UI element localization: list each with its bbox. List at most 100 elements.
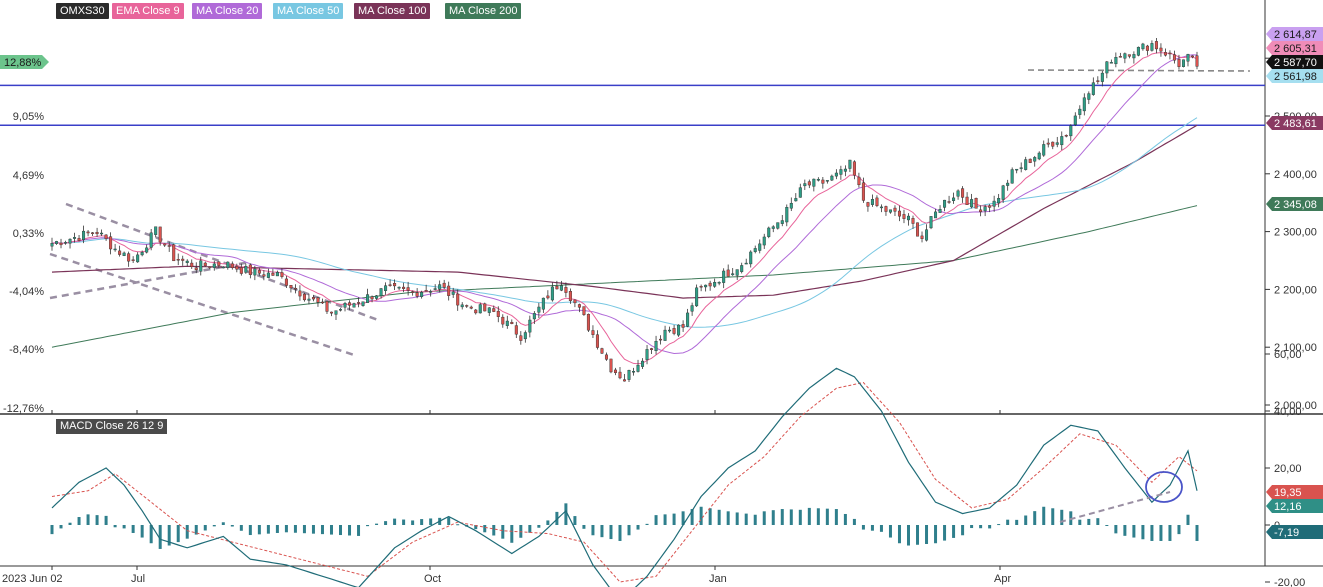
candle [1163, 48, 1167, 57]
macd-histogram-bar [1132, 525, 1136, 538]
candle [68, 238, 72, 249]
candle-body [1082, 97, 1086, 112]
candle-body [424, 290, 428, 292]
macd-histogram-bar [248, 525, 252, 536]
candle-body [686, 312, 690, 327]
candle [1118, 52, 1122, 58]
candle [447, 281, 451, 301]
candle [244, 263, 248, 274]
macd-histogram-bar [59, 525, 63, 529]
candle [176, 253, 180, 266]
candle-body [357, 302, 361, 304]
candle-body [677, 324, 681, 336]
candle [1006, 179, 1010, 191]
candle [934, 208, 938, 219]
macd-value-tag-shape [1266, 499, 1323, 513]
candle [911, 215, 915, 229]
macd-histogram-bar [284, 525, 288, 533]
candle-body [632, 371, 636, 373]
candle-body [749, 251, 753, 265]
candle [181, 255, 185, 266]
candle-body [136, 254, 140, 263]
y-tick-label: 2 200,00 [1274, 284, 1317, 296]
macd-histogram-bar [329, 525, 333, 535]
legend-item[interactable]: OMXS30 [56, 3, 109, 19]
candle [460, 302, 464, 310]
candle-body [812, 178, 816, 187]
candle [821, 176, 825, 189]
candle [659, 335, 663, 345]
candle-body [573, 299, 577, 304]
candle-body [1159, 47, 1163, 52]
legend-item[interactable]: EMA Close 9 [112, 3, 184, 19]
y-tick-label: 2 300,00 [1274, 227, 1317, 239]
candle [109, 232, 113, 255]
candle-body [911, 218, 915, 224]
candle [1127, 54, 1131, 59]
candle-body [1195, 55, 1199, 67]
macd-histogram-bar [564, 503, 568, 525]
candle [726, 264, 730, 277]
macd-value-tag-shape [1266, 485, 1323, 499]
candle [140, 250, 144, 257]
candle [970, 193, 974, 209]
candle [708, 280, 712, 291]
x-tick-label: Jul [131, 573, 145, 585]
candle-body [1042, 144, 1046, 156]
candle-body [956, 190, 960, 197]
candle-body [1096, 80, 1100, 82]
macd-histogram-bar [113, 525, 117, 528]
candle [582, 306, 586, 316]
candle-body [528, 319, 532, 333]
candle [713, 278, 717, 288]
legend-item[interactable]: MA Close 20 [192, 3, 263, 19]
candle [722, 268, 726, 289]
macd-histogram-bar [221, 522, 225, 525]
candle-body [280, 272, 284, 277]
candle [483, 302, 487, 312]
candle [839, 165, 843, 180]
candle [677, 324, 681, 337]
candle-body [920, 235, 924, 239]
legend-item[interactable]: MA Close 200 [445, 3, 522, 19]
macd-histogram-bar [1195, 525, 1199, 541]
legend-item[interactable]: MA Close 100 [354, 3, 431, 19]
macd-histogram-bar [393, 518, 397, 525]
candle [230, 261, 234, 270]
candle [172, 243, 176, 262]
macd-histogram-bar [239, 525, 243, 531]
candle [1190, 55, 1194, 59]
candle [329, 311, 333, 317]
candle-body [1015, 168, 1019, 171]
y-tick-label: 2 100,00 [1274, 342, 1317, 354]
candle [861, 177, 865, 203]
candle-body [1033, 157, 1037, 162]
candle-body [1105, 61, 1109, 74]
resistance-dashed-line [1027, 69, 1251, 72]
candle [77, 234, 81, 242]
macd-histogram-bar [636, 525, 640, 530]
macd-histogram-bar [366, 525, 370, 527]
macd-histogram-bar [888, 525, 892, 538]
candle [379, 288, 383, 299]
candle-body [199, 260, 203, 272]
candle-body [586, 313, 590, 331]
candle-body [785, 207, 789, 223]
candle [618, 367, 622, 380]
candle-body [451, 291, 455, 295]
candle [262, 270, 266, 281]
candle [64, 240, 68, 245]
legend-item[interactable]: MA Close 50 [273, 3, 344, 19]
candle-body [1163, 52, 1167, 56]
candle [388, 279, 392, 287]
candle-body [979, 209, 983, 213]
candle-body [379, 288, 383, 296]
candle-body [582, 306, 586, 315]
candle-body [510, 321, 514, 325]
candle [411, 290, 415, 296]
candle [1181, 59, 1185, 68]
candle-body [492, 308, 496, 312]
candle [627, 369, 631, 383]
candle-body [375, 295, 379, 299]
